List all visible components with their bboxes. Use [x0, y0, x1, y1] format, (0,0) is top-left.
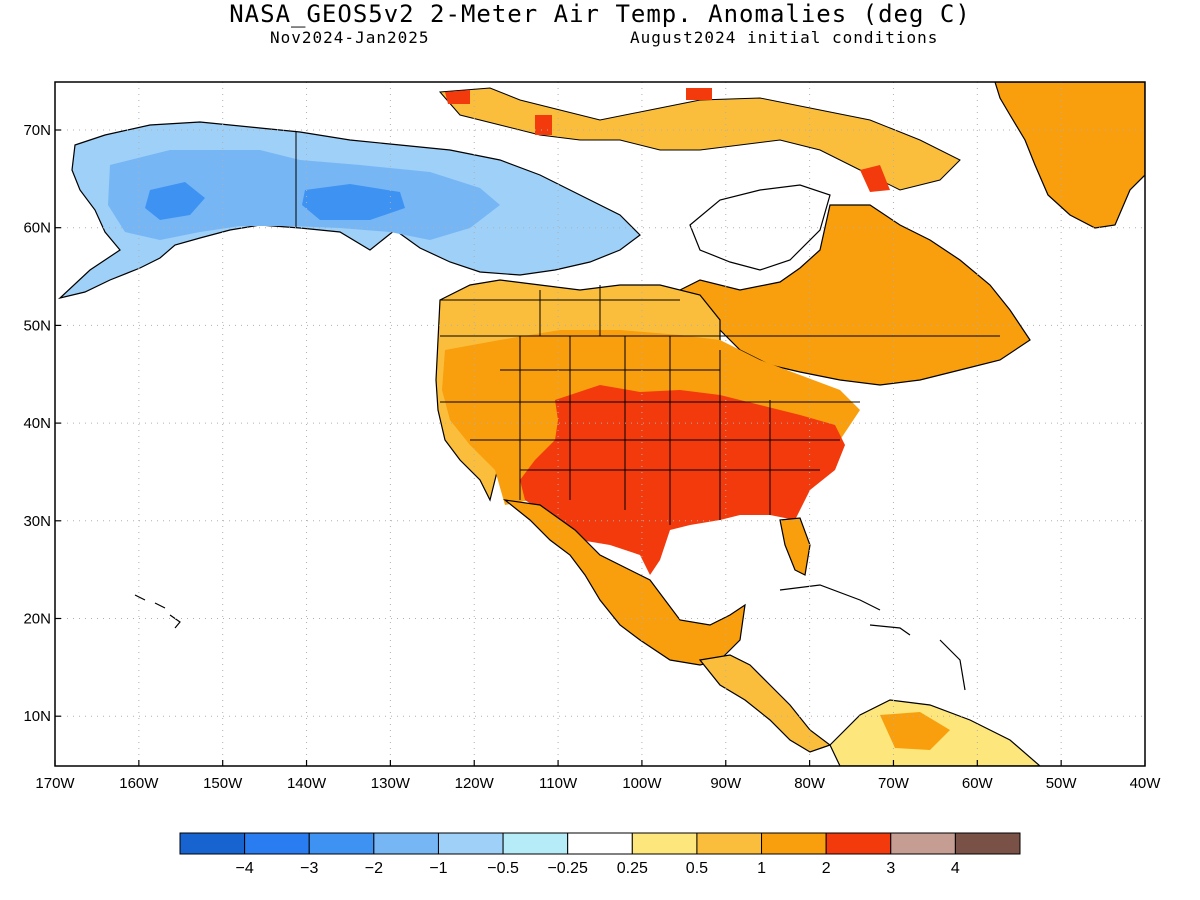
alaska-deep [145, 182, 405, 220]
lat-tick-label: 50N [23, 317, 51, 334]
colorbar-label: 0.25 [617, 860, 648, 877]
colorbar-swatch [437, 832, 504, 855]
lon-tick-label: 150W [203, 775, 243, 792]
lon-tick-label: 100W [622, 775, 662, 792]
initial-conditions: August2024 initial conditions [630, 28, 939, 47]
latitude-labels: 70N 60N 50N 40N 30N 20N 10N [23, 122, 61, 725]
lon-tick-label: 170W [35, 775, 75, 792]
map-title: NASA_GEOS5v2 2-Meter Air Temp. Anomalies… [229, 0, 971, 28]
colorbar-label: 3 [886, 860, 895, 877]
lon-tick-label: 160W [119, 775, 159, 792]
colorbar-swatch [696, 832, 763, 855]
lon-tick-label: 50W [1046, 775, 1078, 792]
lon-tick-label: 130W [371, 775, 411, 792]
colorbar-label: −0.5 [487, 860, 519, 877]
lon-tick-label: 140W [287, 775, 327, 792]
colorbar: −4 −3 −2 −1 −0.5 −0.25 0.25 0.5 1 2 3 4 [179, 832, 1021, 877]
lon-tick-label: 80W [794, 775, 826, 792]
map-field [55, 82, 1145, 766]
graticule [55, 82, 1145, 766]
forecast-period: Nov2024-Jan2025 [270, 28, 430, 47]
lat-tick-label: 10N [23, 708, 51, 725]
southern-us-hotspot [520, 385, 845, 575]
colorbar-label: 0.5 [686, 860, 708, 877]
colorbar-swatch [631, 832, 698, 855]
colorbar-swatch [308, 832, 375, 855]
lon-tick-label: 90W [710, 775, 742, 792]
colorbar-swatch [179, 832, 246, 855]
colorbar-swatch [825, 832, 892, 855]
colorbar-swatch [373, 832, 439, 855]
colorbar-label: −0.25 [547, 860, 588, 877]
colorbar-swatch [502, 832, 569, 855]
florida [779, 517, 811, 576]
colorbar-label: 2 [822, 860, 831, 877]
colorbar-label: 1 [757, 860, 766, 877]
lat-tick-label: 40N [23, 415, 51, 432]
lat-tick-label: 20N [23, 611, 51, 628]
mexico-region [502, 499, 746, 666]
caribbean-islands [779, 584, 966, 691]
central-america [698, 654, 832, 753]
south-america-warm [880, 712, 950, 750]
lon-tick-label: 110W [539, 775, 578, 792]
lon-tick-label: 60W [962, 775, 994, 792]
colorbar-label: −1 [429, 860, 447, 877]
hawaii [134, 594, 181, 629]
longitude-labels: 170W 160W 150W 140W 130W 120W 110W 100W 90W 80W 70… [35, 760, 1161, 792]
colorbar-label: −3 [300, 860, 318, 877]
colorbar-swatch [890, 832, 956, 855]
lon-tick-label: 120W [455, 775, 495, 792]
greenland-region [994, 82, 1145, 229]
hudson-bay [689, 184, 831, 271]
lon-tick-label: 70W [878, 775, 910, 792]
map-frame [54, 81, 1146, 767]
lat-tick-label: 60N [23, 220, 51, 237]
colorbar-label: −4 [235, 860, 253, 877]
eastern-canada [678, 204, 1031, 386]
colorbar-swatch [954, 832, 1021, 855]
colorbar-label: −2 [365, 860, 383, 877]
lon-tick-label: 40W [1130, 775, 1162, 792]
colorbar-label: 4 [951, 860, 960, 877]
colorbar-swatch [761, 832, 827, 855]
colorbar-swatch [567, 832, 633, 855]
arctic-islands [438, 87, 961, 191]
colorbar-swatch [244, 832, 310, 855]
lat-tick-label: 70N [23, 122, 51, 139]
political-boundaries [295, 132, 1000, 525]
lat-tick-label: 30N [23, 513, 51, 530]
